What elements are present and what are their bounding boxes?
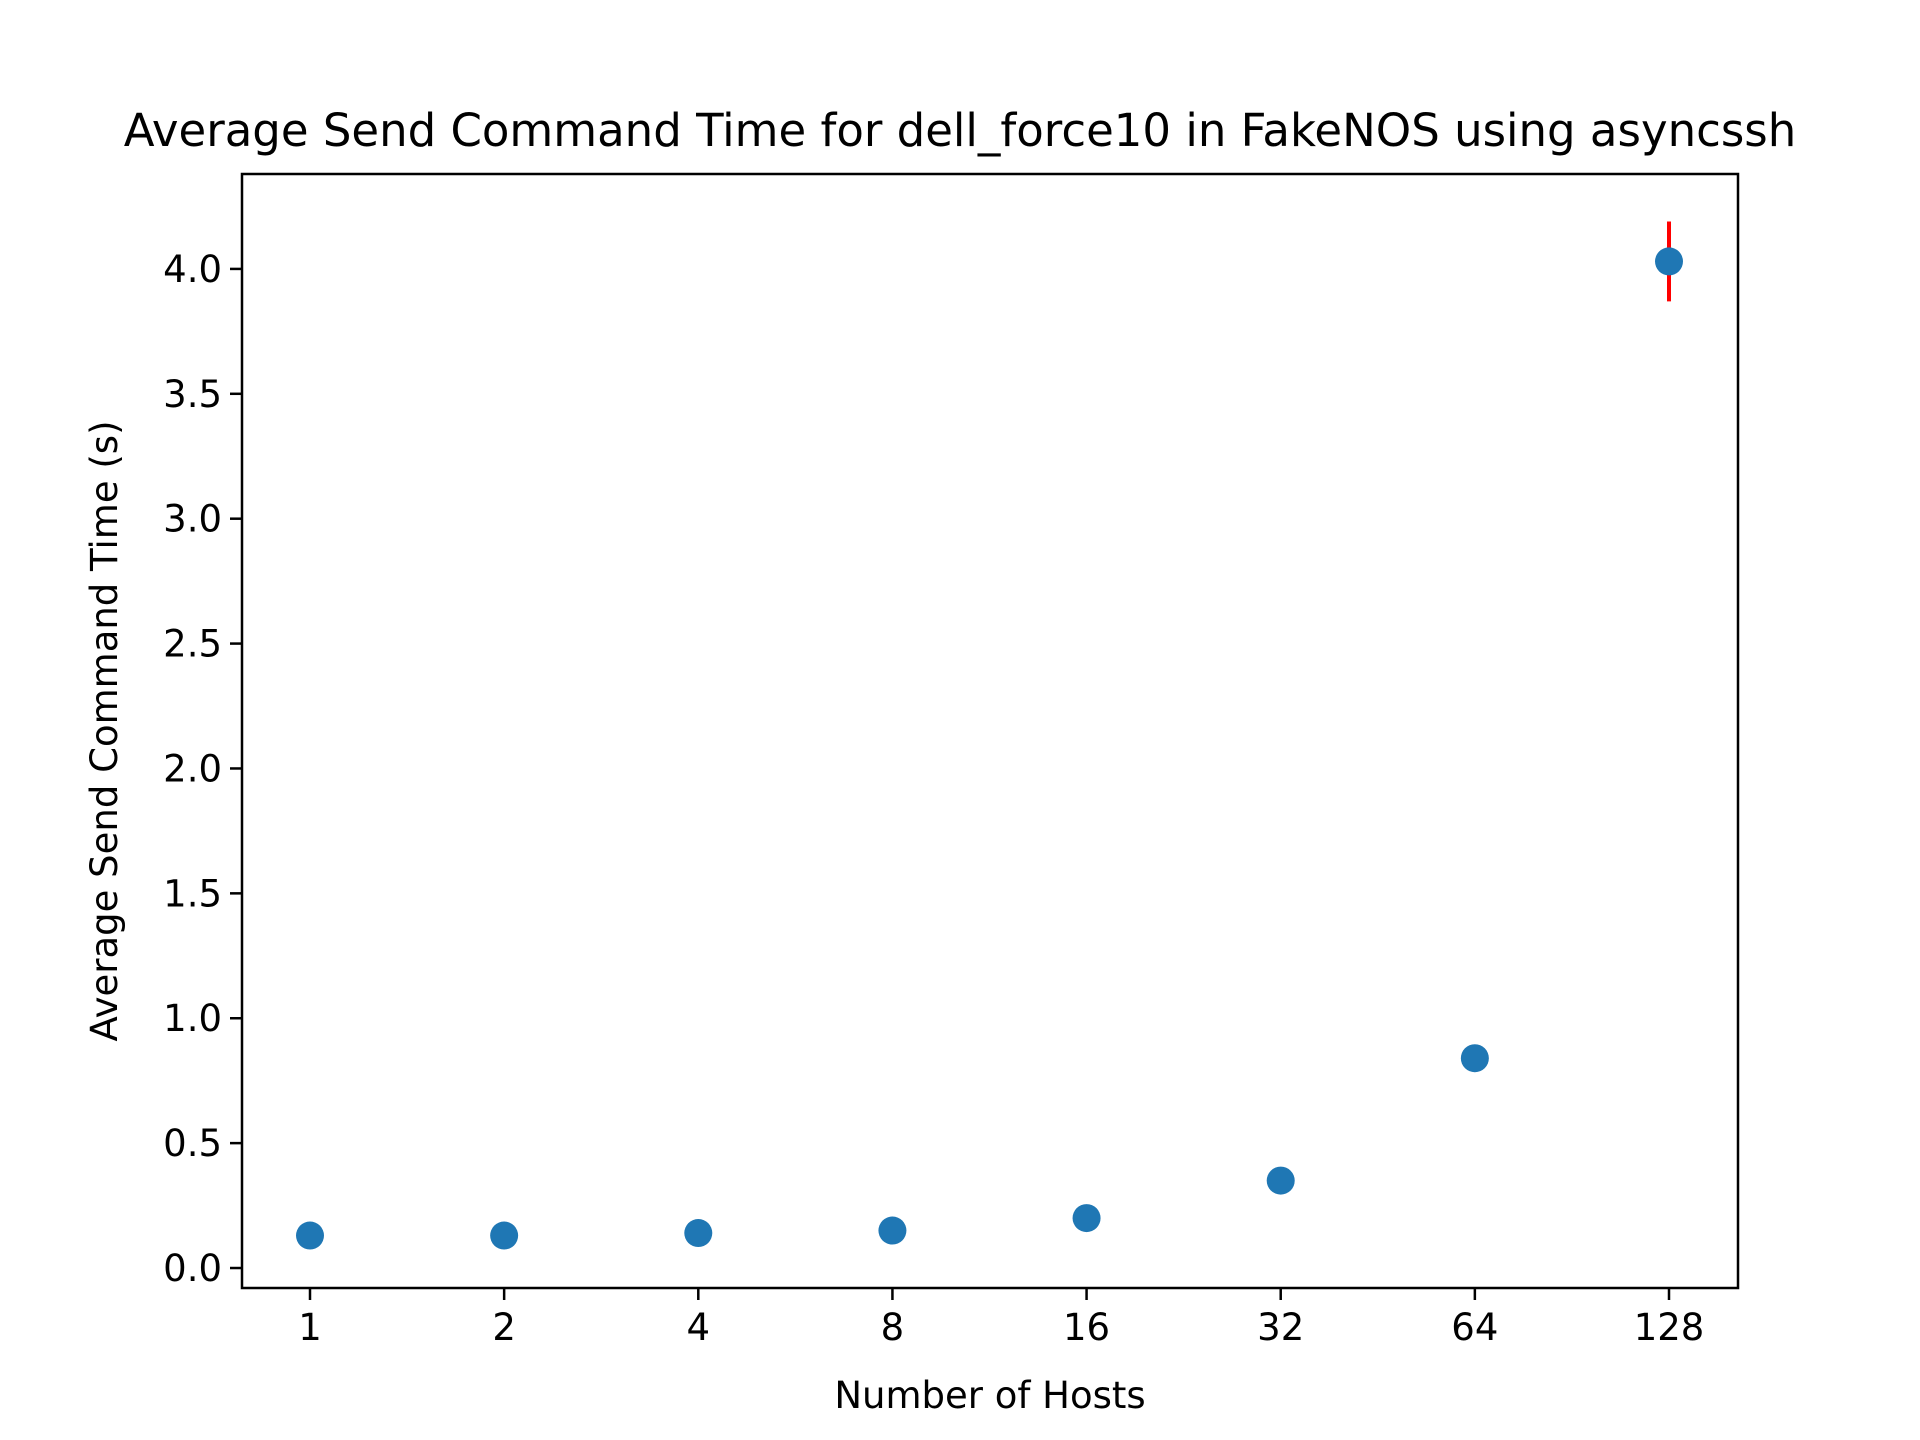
data-point [684, 1219, 713, 1248]
chart-title: Average Send Command Time for dell_force… [124, 104, 1797, 157]
x-axis-label: Number of Hosts [834, 1374, 1145, 1417]
data-point [1266, 1166, 1295, 1195]
data-point [1072, 1204, 1101, 1233]
y-tick-label: 0.0 [163, 1247, 222, 1290]
x-tick-label: 64 [1451, 1306, 1498, 1349]
plot-area: 0.0 0.5 1.0 1.5 2.0 2.5 3.0 3.5 4.0 1 2 4 8 16 32 64 128 [163, 221, 1704, 1349]
x-tick-label: 16 [1063, 1306, 1110, 1349]
y-axis-label: Average Send Command Time (s) [83, 420, 126, 1041]
x-tick-label: 128 [1634, 1306, 1705, 1349]
y-tick-label: 2.5 [163, 623, 222, 666]
x-tick-label: 4 [687, 1306, 711, 1349]
data-point [490, 1221, 519, 1250]
y-tick-label: 1.0 [163, 997, 222, 1040]
data-point [1655, 247, 1683, 276]
y-tick-label: 3.0 [163, 498, 222, 541]
y-tick-label: 1.5 [163, 872, 222, 915]
x-tick-label: 2 [492, 1306, 516, 1349]
data-point [1460, 1044, 1489, 1073]
data-point [878, 1216, 907, 1245]
x-tick-label: 1 [298, 1306, 322, 1349]
axes-frame [240, 172, 1740, 1290]
y-tick-label: 2.0 [163, 747, 222, 790]
x-tick-label: 32 [1257, 1306, 1304, 1349]
y-tick-label: 4.0 [163, 248, 222, 291]
data-point [296, 1221, 324, 1250]
y-tick-label: 3.5 [163, 373, 222, 416]
x-tick-label: 8 [881, 1306, 905, 1349]
y-tick-label: 0.5 [163, 1122, 222, 1165]
